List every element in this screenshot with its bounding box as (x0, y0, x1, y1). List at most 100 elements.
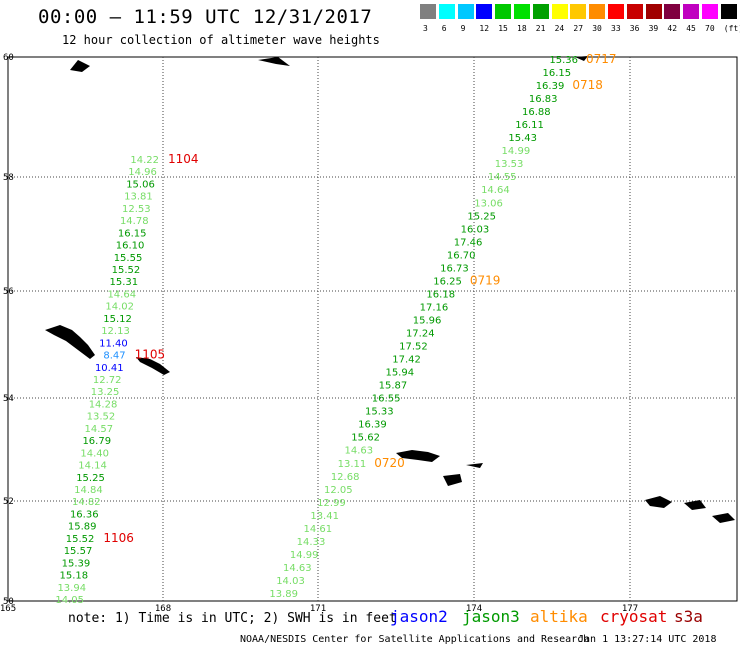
map-grid (7, 56, 738, 602)
color-swatch (645, 4, 662, 19)
wave-height-value: 16.83 (529, 94, 558, 105)
wave-height-value: 14.61 (304, 524, 333, 535)
pass-time-label: 0717 (586, 52, 617, 66)
wave-height-value: 11.40 (99, 338, 128, 349)
wave-height-value: 14.28 (89, 399, 118, 410)
satellite-cryosat: cryosat (600, 607, 668, 626)
wave-height-value: 14.57 (85, 424, 114, 435)
island (684, 500, 706, 510)
wave-height-value: 15.62 (351, 433, 380, 444)
color-scale-label: (ft) (723, 24, 740, 33)
latitude-label: 50 (3, 597, 14, 607)
wave-height-value: 15.52 (112, 265, 141, 276)
wave-height-value: 14.33 (297, 537, 326, 548)
wave-height-value: 13.81 (124, 192, 153, 203)
island (443, 474, 462, 486)
color-swatch (683, 4, 700, 19)
wave-height-value: 14.14 (78, 461, 107, 472)
wave-height-value: 14.55 (488, 172, 517, 183)
wave-height-value: 15.33 (365, 407, 394, 418)
island (258, 57, 290, 66)
color-swatch (664, 4, 681, 19)
pass-time-label: 0718 (572, 78, 603, 92)
island (136, 357, 170, 375)
wave-height-value: 15.43 (508, 133, 537, 144)
wave-height-value: 14.63 (344, 446, 373, 457)
longitude-label: 168 (155, 604, 171, 614)
longitude-label: 177 (622, 604, 638, 614)
wave-height-value: 16.10 (116, 241, 145, 252)
color-swatch (720, 4, 737, 19)
color-swatch (589, 4, 606, 19)
wave-height-value: 16.39 (358, 420, 387, 431)
satellite-s3a: s3a (674, 607, 703, 626)
color-scale-label: 21 (535, 24, 546, 33)
pass-time-label: 0720 (374, 456, 405, 470)
wave-height-value: 17.46 (454, 237, 483, 248)
wave-height-value: 15.89 (68, 522, 97, 533)
wave-height-value: 13.25 (91, 387, 120, 398)
wave-height-value: 15.57 (64, 546, 93, 557)
pass-time-label: 1106 (103, 531, 134, 545)
latitude-label: 60 (3, 53, 14, 63)
wave-height-value: 16.03 (461, 224, 490, 235)
wave-height-value: 14.99 (290, 550, 319, 561)
latitude-label: 58 (3, 173, 14, 183)
color-scale-label: 42 (667, 24, 678, 33)
wave-height-value: 12.72 (93, 375, 122, 386)
wave-height-value: 12.13 (101, 326, 130, 337)
island (575, 56, 588, 61)
wave-height-value: 14.84 (74, 485, 103, 496)
footer-note: note: 1) Time is in UTC; 2) SWH is in fe… (68, 611, 397, 626)
satellite-jason3: jason3 (462, 607, 520, 626)
wave-height-value: 15.36 (549, 55, 578, 66)
wave-height-value: 14.82 (72, 497, 101, 508)
wave-height-value: 13.94 (57, 583, 86, 594)
wave-height-value: 14.99 (502, 146, 531, 157)
color-scale-label: 33 (611, 24, 621, 33)
wave-height-value: 13.41 (310, 511, 339, 522)
wave-height-value: 12.53 (122, 204, 151, 215)
wave-height-value: 14.02 (105, 302, 134, 313)
wave-height-value: 15.31 (110, 277, 139, 288)
wave-height-value: 15.87 (379, 381, 408, 392)
longitude-label: 174 (466, 604, 482, 614)
wave-height-value: 10.41 (95, 363, 124, 374)
color-scale-label: 30 (592, 24, 602, 33)
color-scale-label: 45 (686, 24, 696, 33)
wave-height-value: 15.52 (66, 534, 95, 545)
wave-height-value: 13.11 (338, 459, 367, 470)
wave-height-value: 17.52 (399, 342, 428, 353)
credit-line: NOAA/NESDIS Center for Satellite Applica… (240, 634, 590, 645)
wave-height-value: 14.05 (55, 595, 84, 606)
color-swatch (532, 4, 549, 19)
land-outlines (45, 56, 735, 523)
island (645, 496, 672, 508)
color-scale-label: 24 (554, 24, 565, 33)
wave-height-value: 13.53 (495, 159, 524, 170)
satellite-altika: altika (530, 607, 588, 626)
color-scale-label: 6 (441, 24, 447, 33)
color-scale-label: 9 (460, 24, 466, 33)
latitude-label: 54 (3, 394, 14, 404)
island (466, 463, 483, 468)
wave-height-value: 17.16 (420, 302, 449, 313)
wave-height-value: 16.18 (426, 289, 455, 300)
wave-height-value: 14.64 (481, 185, 510, 196)
wave-height-value: 15.55 (114, 253, 143, 264)
longitude-label: 165 (0, 604, 16, 614)
longitude-label: 171 (310, 604, 326, 614)
wave-height-value: 15.96 (413, 315, 442, 326)
wave-height-value: 14.78 (120, 216, 149, 227)
wave-height-value: 15.25 (76, 473, 105, 484)
color-swatch (476, 4, 493, 19)
wave-height-value: 12.99 (317, 498, 346, 509)
wave-height-value: 14.03 (276, 576, 305, 587)
map-frame (7, 56, 738, 602)
wave-height-value: 15.39 (62, 558, 91, 569)
color-swatch (420, 4, 436, 19)
pass-time-label: 0719 (470, 273, 501, 287)
wave-height-value: 13.89 (269, 589, 298, 600)
wave-height-value: 16.39 (536, 81, 565, 92)
color-scale-label: 39 (648, 24, 659, 33)
